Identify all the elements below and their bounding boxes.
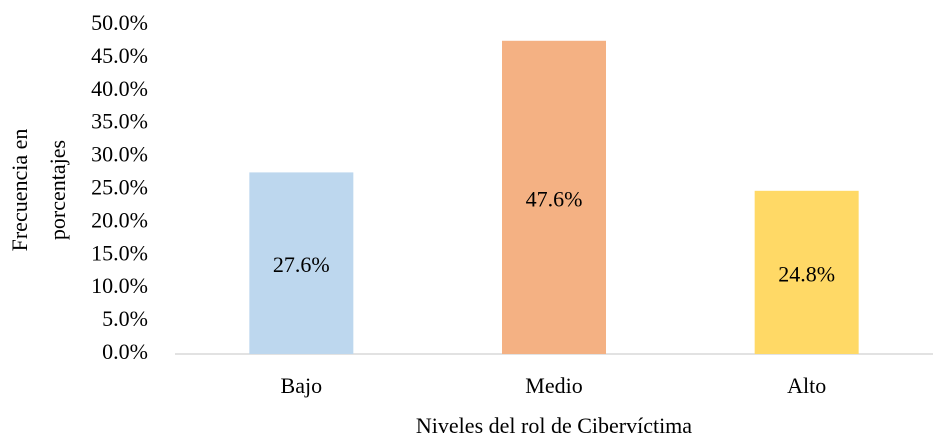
y-tick-label: 25.0% xyxy=(91,175,148,200)
bar xyxy=(502,40,606,355)
x-tick-label: Medio xyxy=(525,373,582,398)
y-tick-label: 20.0% xyxy=(91,207,148,232)
y-tick-label: 40.0% xyxy=(91,76,148,101)
bar xyxy=(754,190,859,354)
bar xyxy=(249,172,354,354)
y-axis-label: Frecuencia en xyxy=(7,129,32,252)
y-tick-label: 15.0% xyxy=(91,240,148,265)
y-tick-label: 30.0% xyxy=(91,142,148,167)
y-axis-label: porcentajes xyxy=(45,140,70,240)
data-label: 24.8% xyxy=(778,261,835,286)
x-tick-label: Bajo xyxy=(281,373,323,398)
y-tick-label: 0.0% xyxy=(102,339,148,364)
x-tick-label: Alto xyxy=(787,373,826,398)
y-tick-label: 10.0% xyxy=(91,273,148,298)
y-tick-label: 35.0% xyxy=(91,109,148,134)
data-label: 27.6% xyxy=(273,252,330,277)
y-tick-label: 45.0% xyxy=(91,43,148,68)
y-tick-label: 5.0% xyxy=(102,306,148,331)
data-label: 47.6% xyxy=(526,186,583,211)
x-axis-label: Niveles del rol de Cibervíctima xyxy=(416,413,692,438)
y-tick-label: 50.0% xyxy=(91,10,148,35)
